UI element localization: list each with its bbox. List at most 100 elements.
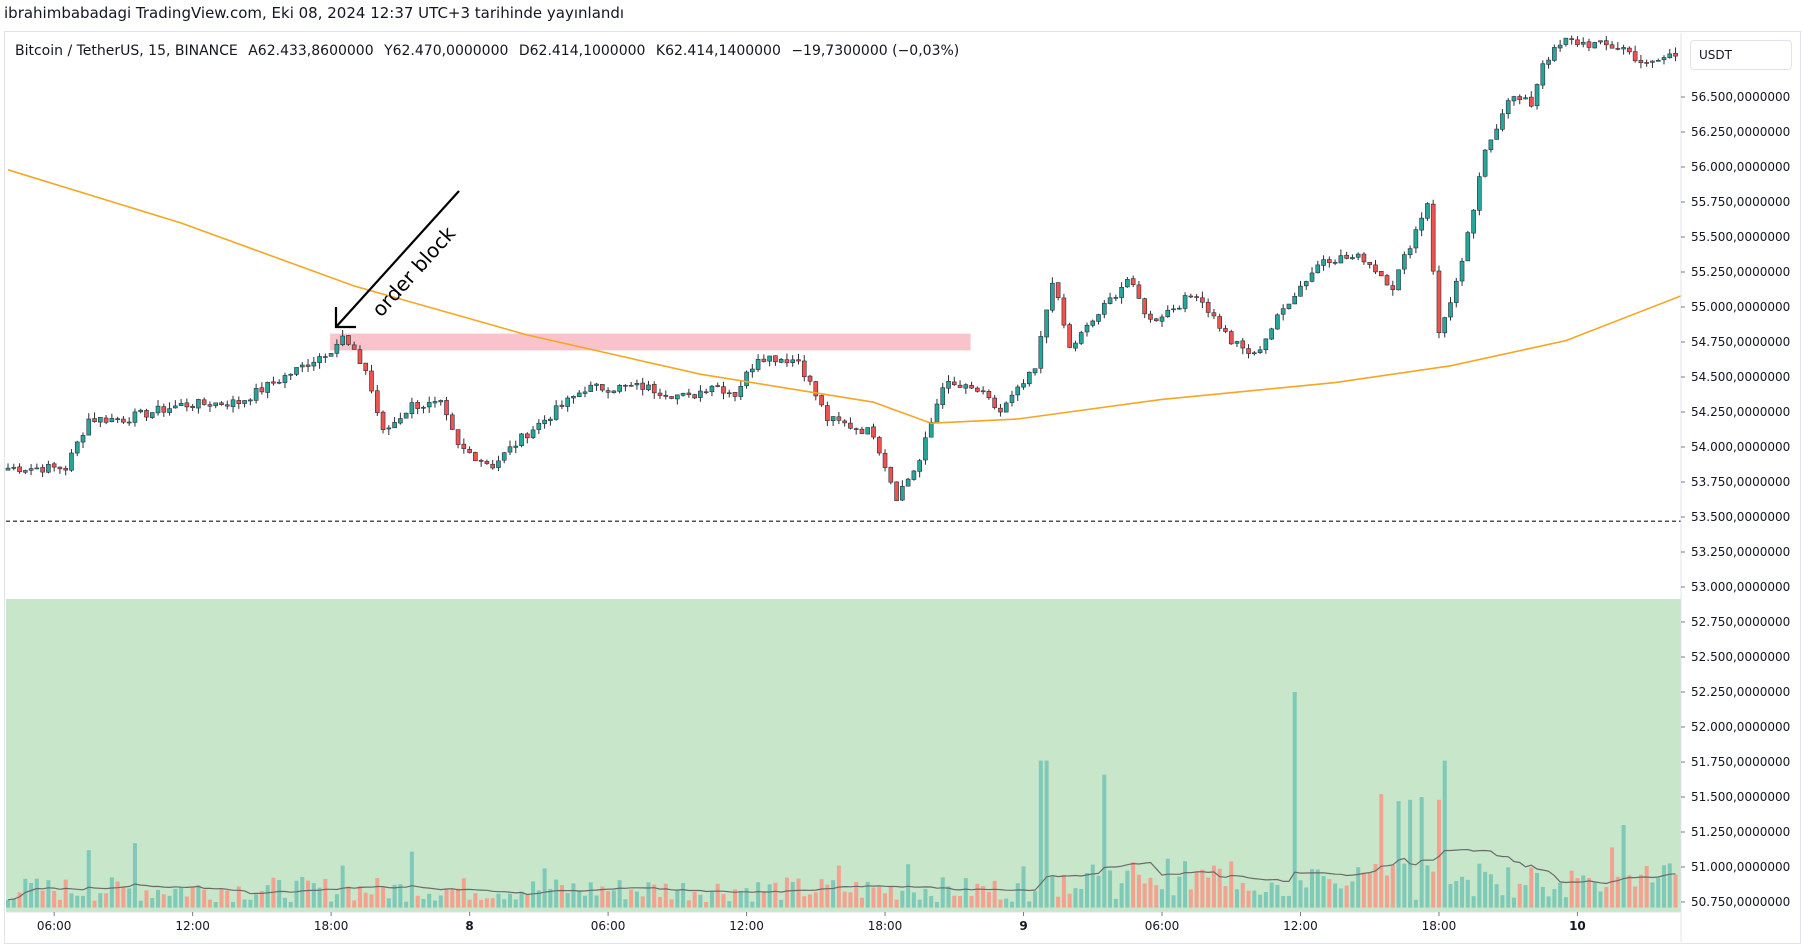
candle (161, 403, 167, 417)
volume-bar (213, 901, 218, 908)
candle-body (109, 418, 115, 423)
volume-bar (1500, 895, 1505, 908)
candle (836, 411, 842, 425)
candle (830, 416, 836, 426)
overlay-layer (6, 333, 1681, 522)
candle-body (813, 381, 819, 397)
candle (1557, 39, 1563, 52)
candle-body (1228, 331, 1234, 345)
candle (305, 359, 311, 372)
candle-body (519, 433, 524, 446)
candle-body (40, 467, 45, 473)
candle (34, 463, 40, 470)
volume-bar (196, 885, 201, 908)
candle (709, 384, 715, 397)
candle-body (1107, 297, 1113, 304)
volume-bar (1373, 864, 1378, 908)
candle (1402, 251, 1407, 275)
volume-bar (248, 899, 253, 908)
candle-body (311, 361, 317, 367)
volume-bar (1563, 897, 1568, 908)
candle-body (1505, 100, 1511, 114)
candle-body (1563, 37, 1569, 45)
candle (1505, 98, 1511, 119)
candle (1425, 202, 1430, 221)
candle-body (611, 390, 617, 393)
volume-bar (1413, 899, 1418, 908)
candle-body (421, 406, 426, 409)
volume-bar (300, 876, 305, 908)
candle-body (859, 428, 865, 434)
candle-body (1246, 348, 1251, 354)
candle-body (294, 367, 299, 375)
volume-bar (1090, 864, 1095, 908)
candle (1361, 252, 1367, 265)
volume-bar (1079, 888, 1084, 908)
y-tick-label: 53.250,0000000 (1691, 545, 1790, 559)
candle-body (253, 388, 259, 401)
candle (755, 354, 761, 372)
candle-body (565, 397, 570, 407)
candle-body (830, 416, 836, 421)
candle (876, 435, 882, 456)
candle-body (1580, 41, 1586, 45)
volume-bar (825, 884, 830, 908)
candle-body (473, 452, 478, 462)
volume-bar (865, 881, 870, 908)
candle (594, 382, 599, 391)
volume-bar (1627, 875, 1632, 908)
candle (1580, 37, 1586, 48)
volume-bar (600, 886, 605, 908)
candle (524, 432, 530, 444)
candle (1603, 36, 1609, 51)
candle (1390, 280, 1396, 296)
candle (1257, 346, 1263, 354)
candle-body (1067, 324, 1072, 348)
candle (773, 355, 778, 366)
volume-bar (1194, 872, 1199, 908)
candle (1661, 55, 1667, 65)
volume-bar (1610, 847, 1615, 908)
candle-body (149, 412, 155, 418)
volume-bar (1592, 882, 1597, 908)
volume-bar (727, 901, 732, 908)
candle-body (46, 463, 51, 473)
candle (207, 401, 213, 412)
candle (934, 398, 940, 424)
candle-body (715, 385, 721, 387)
candle-body (317, 356, 322, 363)
candle (1396, 269, 1401, 291)
candle-body (403, 412, 409, 419)
volume-bar (1350, 881, 1355, 908)
candle (1130, 275, 1136, 288)
candle-body (894, 481, 899, 501)
candle-body (1442, 317, 1448, 334)
candle-body (224, 404, 230, 407)
candle (1667, 49, 1673, 59)
volume-bar (6, 899, 10, 908)
volume-bar (1108, 870, 1113, 908)
candle (1286, 303, 1292, 310)
candle (542, 415, 547, 429)
candle (980, 386, 986, 395)
candle (265, 381, 270, 399)
currency-selector[interactable]: USDT (1690, 40, 1792, 70)
candle-body (721, 386, 726, 394)
candle-body (207, 404, 213, 407)
candle-body (1367, 261, 1373, 265)
volume-bar (34, 878, 39, 908)
y-tick-label: 52.500,0000000 (1691, 650, 1790, 664)
candle (1159, 314, 1165, 327)
candle (409, 397, 415, 419)
candle-body (1021, 383, 1026, 388)
x-tick-label: 12:00 (729, 919, 764, 933)
volume-bar (1056, 896, 1061, 908)
candle-body (1142, 298, 1147, 315)
candle (196, 398, 201, 414)
candle-body (455, 429, 461, 445)
volume-bar (444, 889, 449, 908)
candle (253, 383, 259, 404)
volume-bar (127, 888, 132, 908)
symbol-name[interactable]: Bitcoin / TetherUS, 15, BINANCE (15, 43, 238, 59)
